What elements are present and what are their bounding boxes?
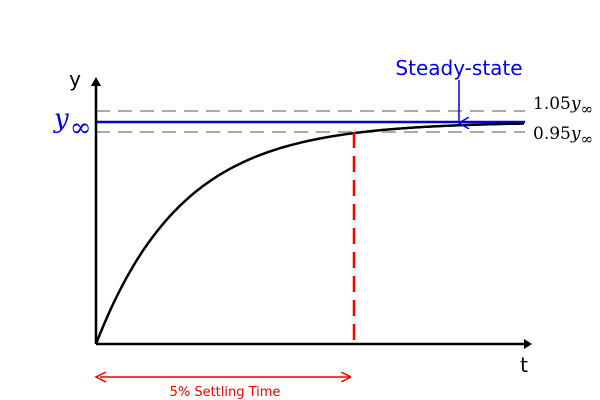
x-axis-label: t — [520, 353, 528, 377]
steady-value-label: y∞ — [53, 104, 91, 143]
response-curve — [94, 122, 525, 345]
upper-band-label: 1.05y∞ — [533, 94, 593, 118]
y-axis-arrowhead — [91, 77, 101, 86]
lower-band-label: 0.95y∞ — [533, 124, 593, 148]
y-axis-label: y — [69, 67, 81, 91]
settling-time-label: 5% Settling Time — [170, 385, 281, 400]
settling-time-arrow-left-head — [94, 371, 107, 383]
x-axis-arrowhead — [524, 339, 532, 349]
steady-state-annotation: Steady-state — [395, 56, 522, 80]
